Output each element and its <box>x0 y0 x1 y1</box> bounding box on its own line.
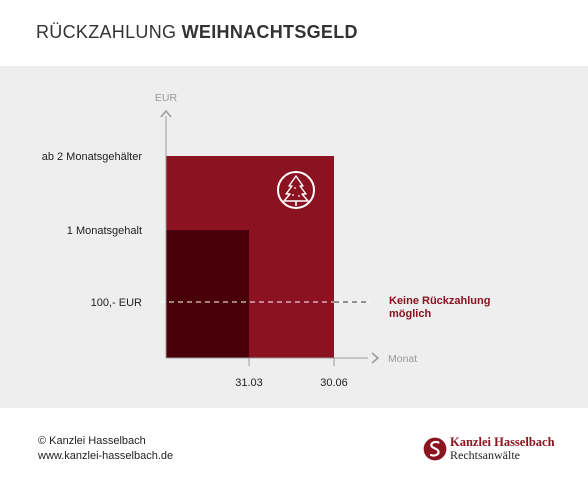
chart-title: RÜCKZAHLUNG WEIHNACHTSGELD <box>36 22 358 43</box>
x-tick-label-2: 30.06 <box>320 377 348 389</box>
x-axis-arrow <box>371 352 380 364</box>
bar-inner <box>166 230 249 358</box>
y-tick-label-1: 100,- EUR <box>91 297 142 309</box>
y-tick-label-2: 1 Monatsgehalt <box>67 225 142 237</box>
logo-mark-icon <box>423 437 447 461</box>
y-axis-arrow <box>160 109 172 118</box>
footer-credits: © Kanzlei Hasselbach www.kanzlei-hasselb… <box>38 434 173 464</box>
title-light: RÜCKZAHLUNG <box>36 22 177 42</box>
x-axis-label: Monat <box>388 353 417 365</box>
website-url: www.kanzlei-hasselbach.de <box>38 450 174 462</box>
x-tick-label-1: 31.03 <box>235 377 263 389</box>
y-axis-label: EUR <box>155 92 178 104</box>
title-bold: WEIHNACHTSGELD <box>181 22 358 42</box>
chart-svg: EUR Monat ab 2 Monatsgehälter 1 Monatsge… <box>42 92 491 389</box>
y-tick-label-3: ab 2 Monatsgehälter <box>42 151 143 163</box>
logo-name: Kanzlei Hasselbach <box>450 435 555 449</box>
company-logo: Kanzlei Hasselbach Rechtsanwälte <box>423 435 573 465</box>
threshold-label-line1: Keine Rückzahlung <box>389 295 490 307</box>
christmas-tree-icon <box>277 171 315 209</box>
threshold-label-line2: möglich <box>389 308 431 320</box>
logo-subtitle: Rechtsanwälte <box>450 448 520 462</box>
logo-text: Kanzlei Hasselbach Rechtsanwälte <box>450 436 555 462</box>
copyright-text: © Kanzlei Hasselbach <box>38 435 146 447</box>
